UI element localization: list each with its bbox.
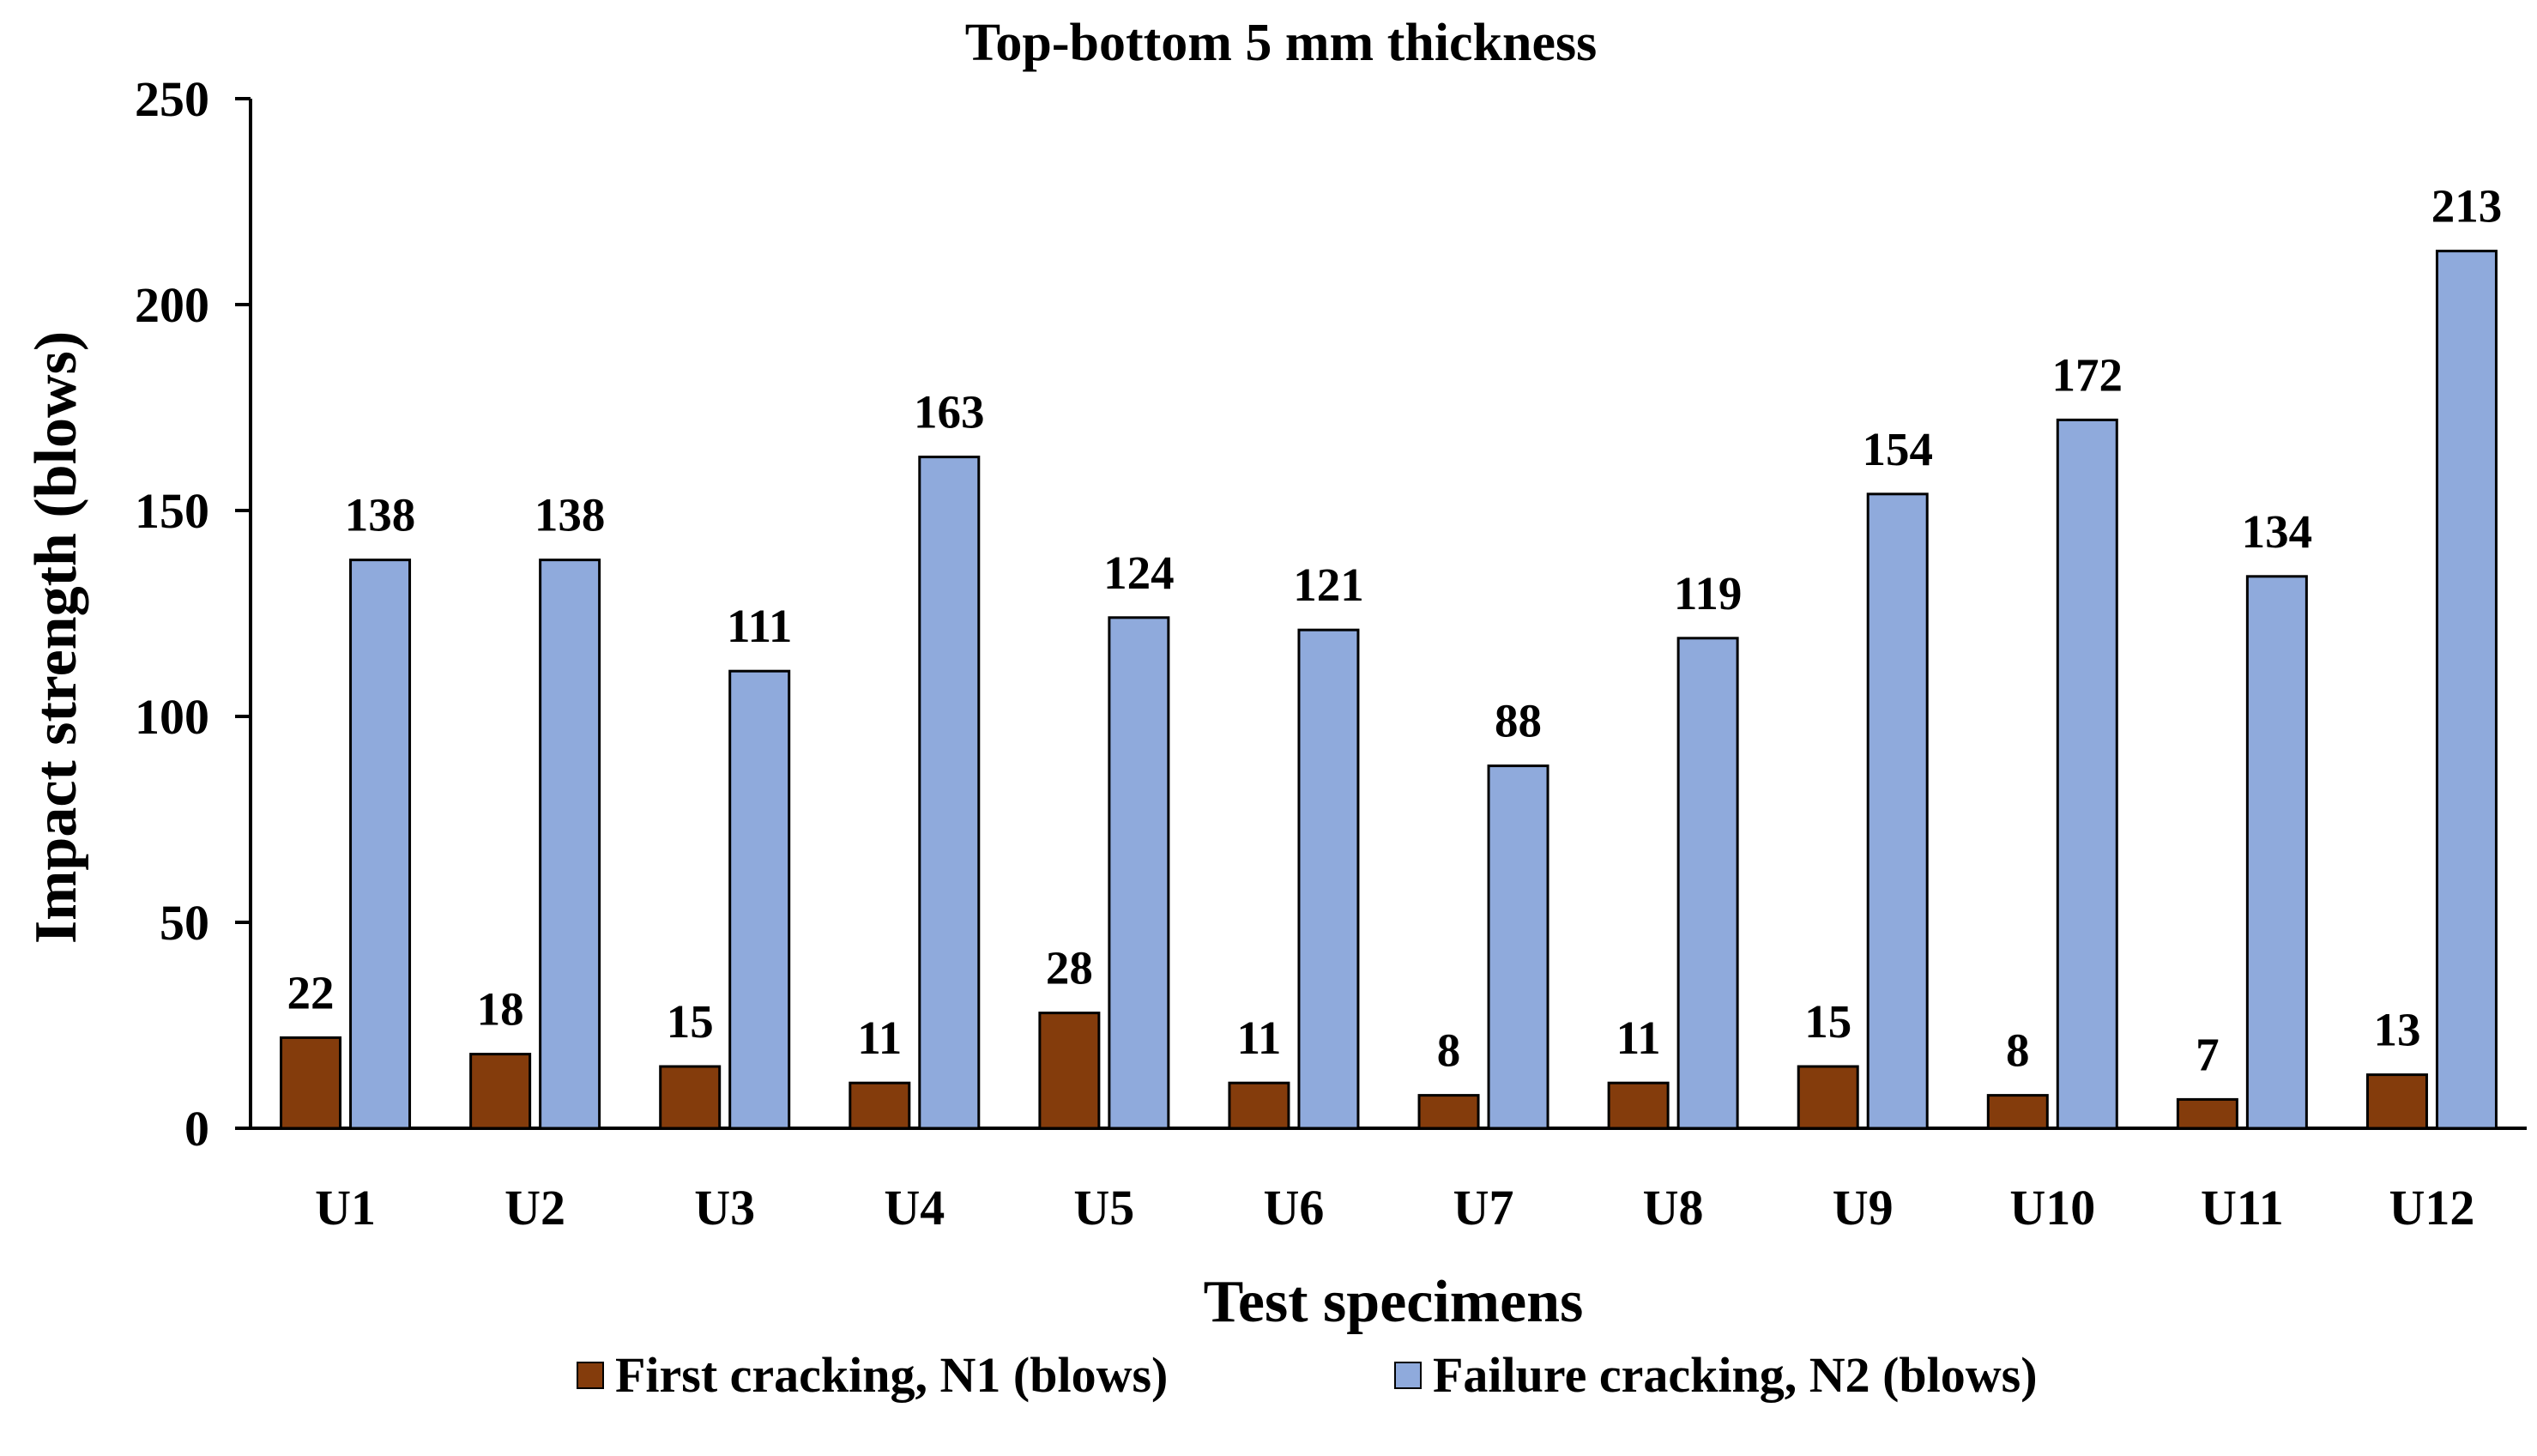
x-tick-label: U9 xyxy=(1833,1180,1894,1235)
bar-failure-cracking xyxy=(728,669,791,1130)
bar-failure-cracking xyxy=(2245,575,2308,1130)
bar-failure-cracking xyxy=(2056,418,2118,1130)
data-label-failure-cracking: 138 xyxy=(535,489,606,541)
legend: First cracking, N1 (blows) Failure cracki… xyxy=(577,1347,2038,1403)
data-label-failure-cracking: 163 xyxy=(914,386,985,438)
data-label-failure-cracking: 124 xyxy=(1103,547,1175,599)
bar-first-cracking xyxy=(280,1036,342,1130)
x-tick-label: U12 xyxy=(2389,1180,2475,1235)
y-axis-label: Impact strength (blows) xyxy=(23,331,89,944)
data-label-first-cracking: 8 xyxy=(2006,1024,2030,1077)
y-tick-label: 200 xyxy=(135,277,209,333)
data-label-first-cracking: 11 xyxy=(1236,1012,1281,1064)
x-tick-label: U1 xyxy=(315,1180,376,1235)
y-tick-label: 250 xyxy=(135,71,209,127)
data-labels-group: 2213818138151111116328124111218881111915… xyxy=(287,180,2503,1081)
data-label-failure-cracking: 154 xyxy=(1862,423,1933,475)
data-label-failure-cracking: 213 xyxy=(2431,180,2503,233)
bar-failure-cracking xyxy=(539,559,601,1130)
bar-first-cracking xyxy=(1986,1094,2049,1130)
bar-failure-cracking xyxy=(918,456,981,1130)
bar-first-cracking xyxy=(1228,1081,1290,1130)
data-label-failure-cracking: 172 xyxy=(2052,348,2123,401)
legend-swatch-first-cracking xyxy=(577,1362,604,1389)
bar-failure-cracking xyxy=(1866,492,1929,1130)
x-tick-label: U2 xyxy=(504,1180,565,1235)
legend-swatch-failure-cracking xyxy=(1394,1362,1422,1389)
x-tick-label: U6 xyxy=(1264,1180,1325,1235)
bar-first-cracking xyxy=(1417,1094,1480,1130)
data-label-first-cracking: 15 xyxy=(667,995,714,1048)
data-label-first-cracking: 15 xyxy=(1804,995,1851,1048)
data-label-first-cracking: 8 xyxy=(1437,1024,1461,1077)
data-label-first-cracking: 13 xyxy=(2373,1004,2420,1056)
x-axis-label: Test specimens xyxy=(1204,1269,1584,1335)
x-tick-label: U4 xyxy=(884,1180,945,1235)
chart-title: Top-bottom 5 mm thickness xyxy=(965,14,1598,72)
bar-first-cracking xyxy=(849,1081,911,1130)
x-tick-label: U10 xyxy=(2009,1180,2095,1235)
bar-first-cracking xyxy=(1038,1012,1101,1130)
data-label-failure-cracking: 134 xyxy=(2242,505,2313,558)
bar-failure-cracking xyxy=(1487,764,1549,1130)
bar-failure-cracking xyxy=(2435,250,2498,1130)
x-tick-label: U8 xyxy=(1643,1180,1704,1235)
bar-first-cracking xyxy=(659,1065,722,1130)
bar-first-cracking xyxy=(469,1053,532,1130)
bar-failure-cracking xyxy=(1297,628,1360,1130)
data-label-failure-cracking: 121 xyxy=(1293,559,1364,611)
bar-first-cracking xyxy=(2365,1073,2428,1130)
y-axis: 0 50 100 150 200 250 xyxy=(135,71,252,1157)
data-label-failure-cracking: 138 xyxy=(345,489,416,541)
data-label-first-cracking: 11 xyxy=(1616,1012,1661,1064)
data-label-failure-cracking: 119 xyxy=(1674,567,1742,619)
data-label-first-cracking: 7 xyxy=(2196,1028,2220,1080)
y-tick-label: 50 xyxy=(160,895,209,951)
bars-group xyxy=(280,250,2498,1130)
x-tick-label: U11 xyxy=(2201,1180,2284,1235)
bar-failure-cracking xyxy=(1676,637,1739,1130)
bar-first-cracking xyxy=(2176,1097,2238,1130)
data-label-first-cracking: 22 xyxy=(287,966,335,1018)
data-label-failure-cracking: 111 xyxy=(727,600,792,652)
bar-first-cracking xyxy=(1607,1081,1670,1130)
legend-label-failure-cracking: Failure cracking, N2 (blows) xyxy=(1433,1347,2038,1403)
data-label-first-cracking: 18 xyxy=(477,983,524,1036)
y-tick-label: 150 xyxy=(135,483,209,539)
bar-first-cracking xyxy=(1797,1065,1859,1130)
data-label-failure-cracking: 88 xyxy=(1495,695,1542,747)
x-axis: U1 U2 U3 U4 U5 U6 U7 U8 U9 U10 U11 U12 xyxy=(251,1127,2527,1235)
x-tick-label: U5 xyxy=(1073,1180,1134,1235)
data-label-first-cracking: 11 xyxy=(857,1012,902,1064)
x-tick-label: U3 xyxy=(694,1180,755,1235)
bar-failure-cracking xyxy=(349,559,412,1130)
y-tick-label: 0 xyxy=(184,1101,209,1157)
data-label-first-cracking: 28 xyxy=(1046,942,1093,994)
x-tick-label: U7 xyxy=(1453,1180,1514,1235)
bar-failure-cracking xyxy=(1108,616,1170,1130)
y-tick-label: 100 xyxy=(135,689,209,745)
legend-label-first-cracking: First cracking, N1 (blows) xyxy=(615,1347,1168,1403)
